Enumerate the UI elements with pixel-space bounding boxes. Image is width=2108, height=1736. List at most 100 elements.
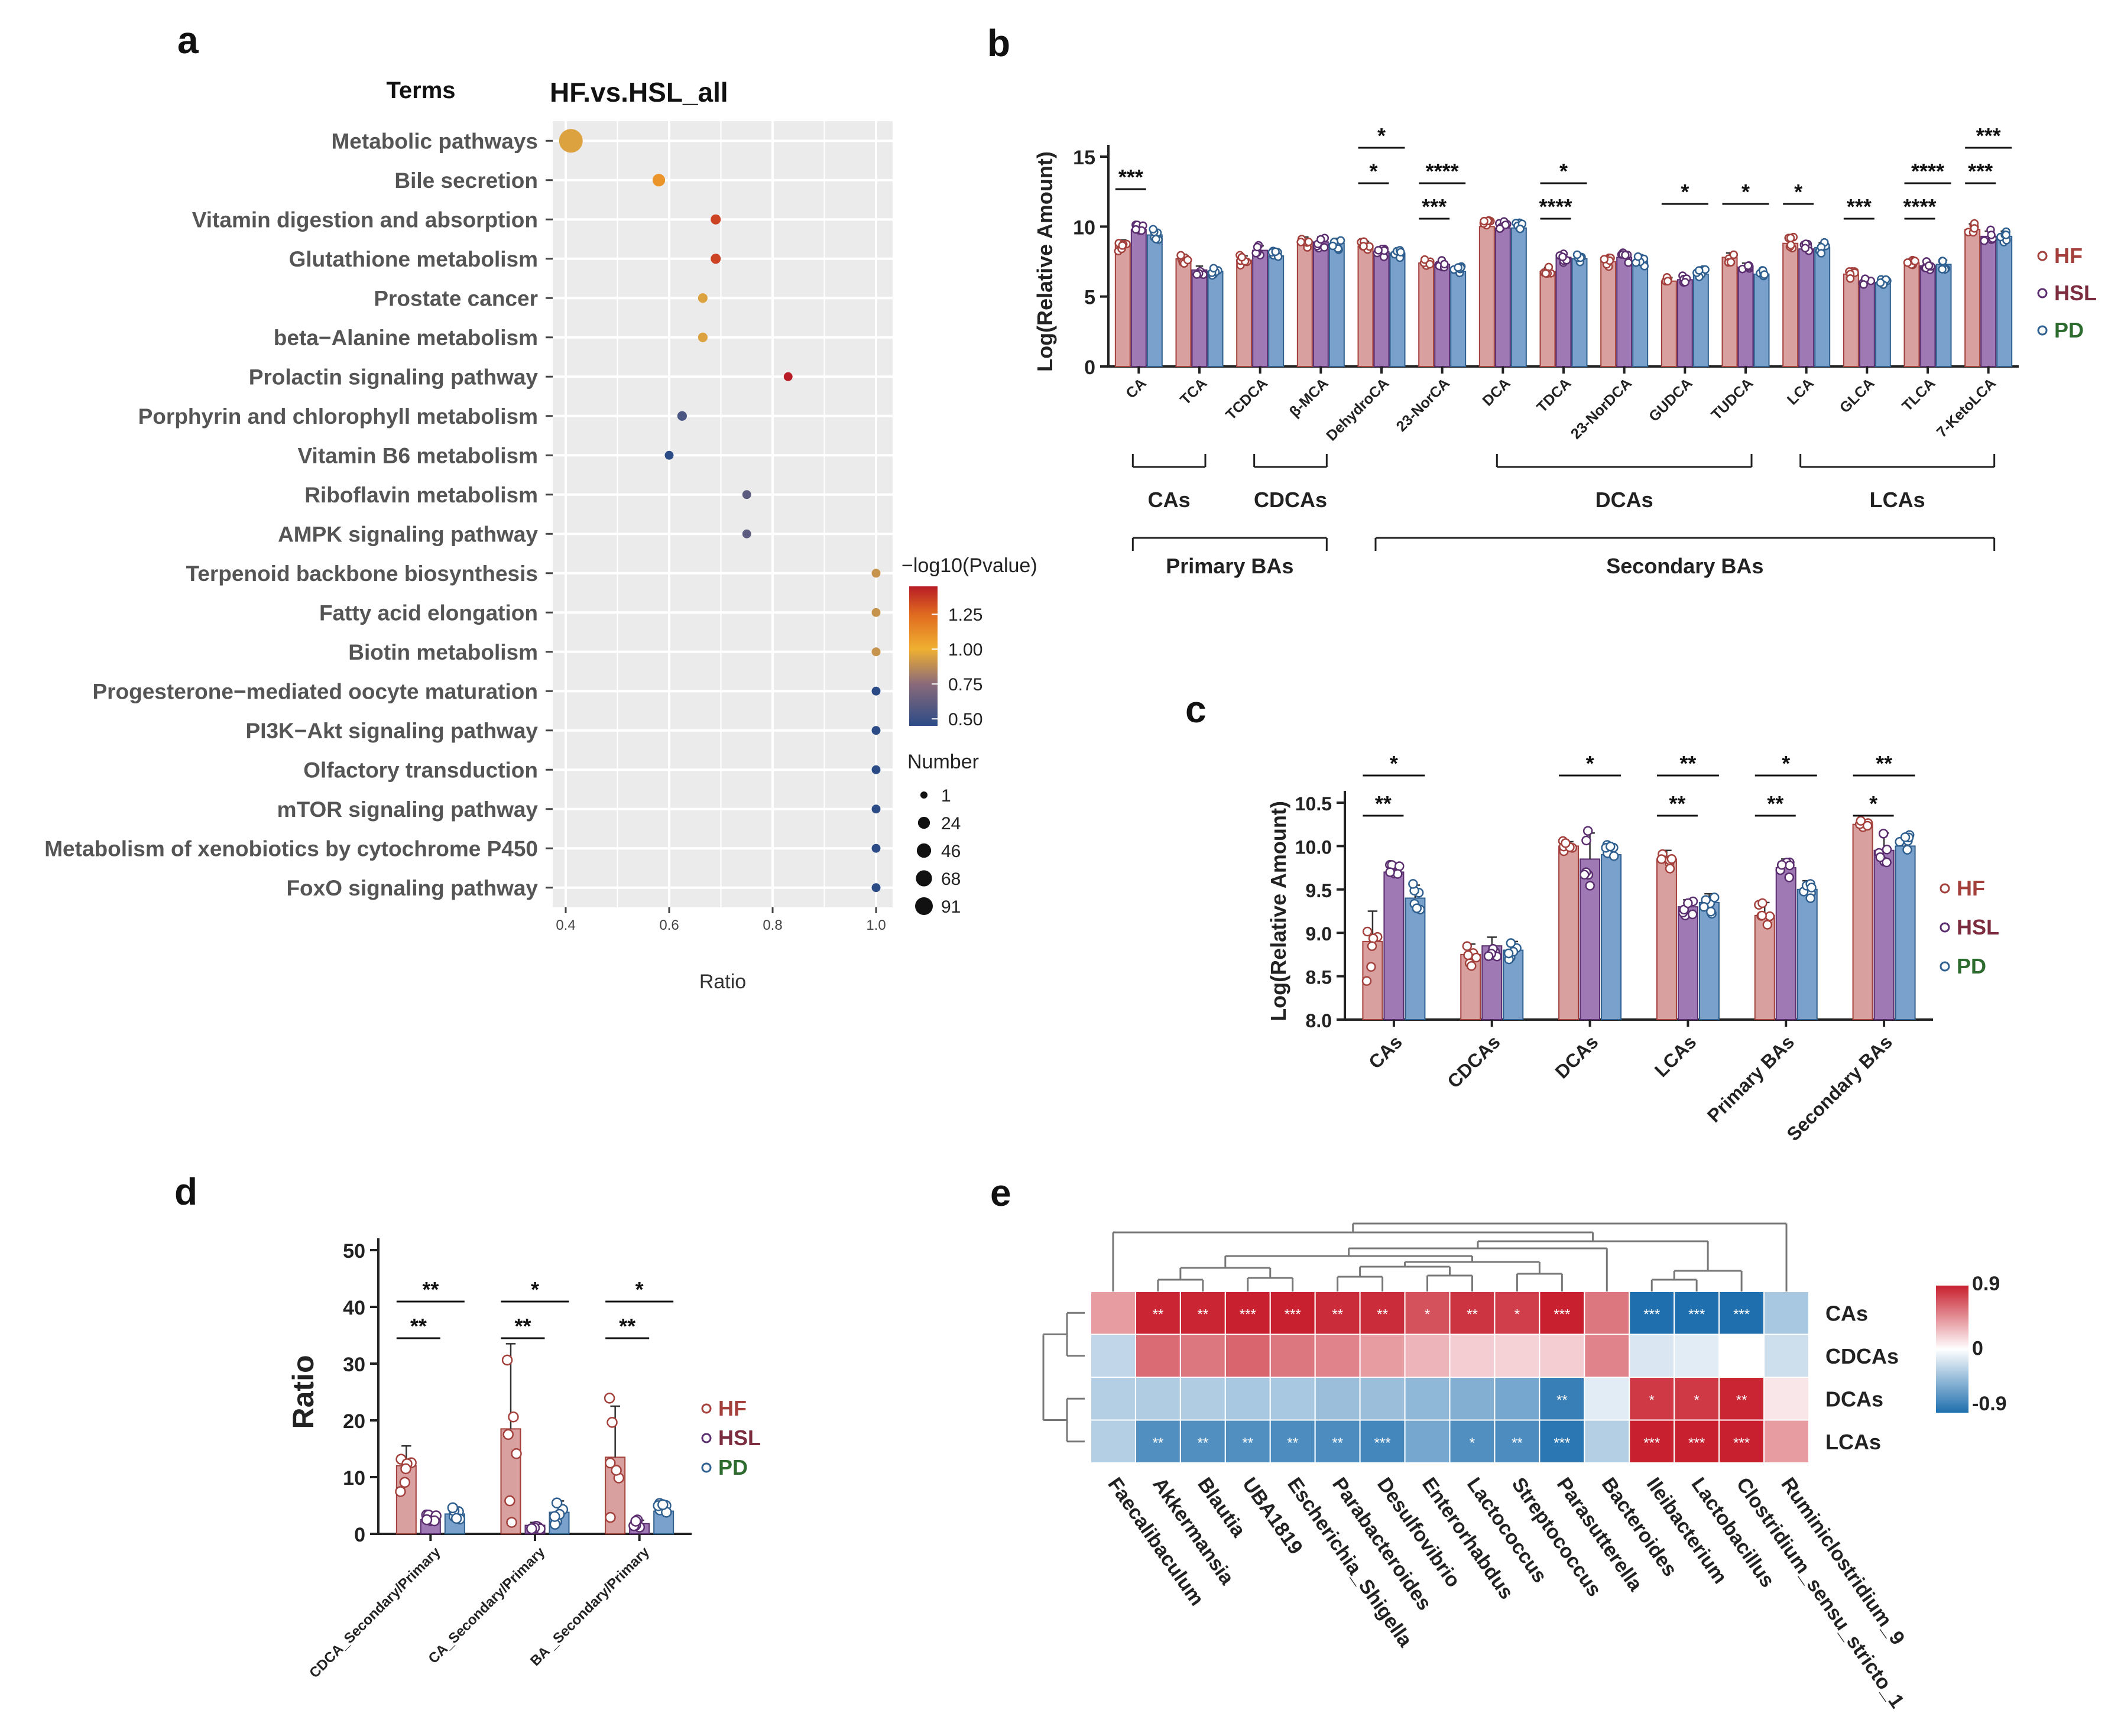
data-dot [1785, 860, 1795, 871]
legend-marker [1940, 883, 1950, 894]
colorbar-tick-label: 1.25 [948, 605, 982, 625]
data-dot [1784, 872, 1794, 882]
cell-significance: *** [1733, 1306, 1750, 1322]
data-dot [1131, 225, 1140, 234]
panel-a: a Terms HF.vs.HSL_all Metabolic pathways Bil… [44, 19, 1037, 993]
cell-significance: *** [1240, 1306, 1256, 1322]
data-dot [1608, 851, 1619, 861]
data-dot [1420, 255, 1429, 264]
bar-hsl [1676, 279, 1693, 367]
data-dot [1385, 867, 1395, 877]
data-dot [1319, 243, 1329, 252]
cell-significance: ** [1556, 1392, 1568, 1408]
heatmap-cell [1629, 1333, 1675, 1378]
category-label: CDCAs [1443, 1031, 1504, 1092]
data-dot [1412, 903, 1422, 913]
colorbar-a [909, 586, 938, 726]
data-dot [1862, 820, 1873, 831]
category-label: LCA [1784, 375, 1817, 408]
heatmap-cell [1269, 1291, 1316, 1335]
legend-marker [1940, 922, 1950, 933]
category-label: TCDCA [1222, 375, 1271, 423]
data-dot [1980, 236, 1989, 245]
legend-marker [1940, 961, 1950, 972]
term-point [871, 804, 881, 814]
group-label: Primary BAs [1166, 554, 1293, 578]
row-label: LCAs [1825, 1430, 1881, 1454]
bar-hf [1296, 241, 1313, 367]
category-label: GUDCA [1646, 375, 1696, 425]
data-dot [1501, 220, 1510, 229]
term-label: Vitamin digestion and absorption [192, 207, 538, 232]
bar-hsl [1494, 227, 1511, 368]
y-tick-label: 0 [1084, 356, 1095, 379]
term-point [652, 174, 666, 187]
bar-hsl [1873, 849, 1895, 1020]
data-dot [1875, 852, 1885, 862]
y-tick-label: 5 [1084, 287, 1095, 309]
legend-marker [701, 1403, 712, 1414]
bar-hf [500, 1428, 521, 1534]
cell-significance: ** [1332, 1435, 1343, 1451]
data-dot [1878, 829, 1889, 839]
category-label: Secondary BAs [1782, 1031, 1896, 1145]
category-label: DehydroCA [1323, 375, 1392, 444]
data-dot [1367, 941, 1377, 951]
category-label: Primary BAs [1703, 1031, 1798, 1126]
significance-label: * [1390, 751, 1398, 775]
cell-significance: ** [1287, 1435, 1298, 1451]
data-dot [1666, 854, 1677, 864]
bar-hf [1721, 257, 1738, 367]
cell-significance: *** [1554, 1435, 1570, 1451]
significance-label: ** [514, 1314, 531, 1338]
term-point [711, 214, 721, 225]
legend-label: HSL [718, 1426, 761, 1450]
panel-d: d 0 10 20 30 40 50 Ratio CDCA_Secondary/PrimaryC… [174, 1170, 761, 1681]
bar-pd [1632, 261, 1649, 367]
data-dot [1462, 941, 1473, 951]
heatmap-cell [1090, 1333, 1136, 1378]
bar-pd [1698, 901, 1720, 1020]
data-dot [1440, 259, 1449, 269]
data-dot [1176, 251, 1185, 260]
data-dot [1776, 859, 1787, 870]
data-dot [605, 1511, 616, 1523]
data-dot [1454, 263, 1462, 272]
data-dot [1394, 861, 1405, 871]
significance-label: * [1741, 180, 1750, 204]
cell-significance: * [1649, 1392, 1655, 1408]
colorbar-tick-label: 0.50 [948, 710, 982, 729]
category-label: LCAs [1650, 1031, 1701, 1081]
legend-marker [701, 1462, 712, 1473]
data-dot [1900, 832, 1911, 842]
colorbar-title-a: −log10(Pvalue) [901, 554, 1037, 577]
data-dot [1192, 270, 1201, 279]
heatmap-cell [1584, 1291, 1630, 1335]
significance-label: * [1869, 791, 1877, 816]
colorbar-tick-label: 1.00 [948, 640, 982, 660]
term-point [559, 129, 583, 153]
data-dot [1296, 238, 1305, 246]
cell-significance: ** [1512, 1435, 1523, 1451]
cell-significance: ** [1198, 1435, 1209, 1451]
bar-hsl [1737, 266, 1754, 368]
bar-hf [1782, 242, 1799, 367]
data-dot [1152, 235, 1160, 244]
y-tick-label: 10 [1073, 216, 1095, 239]
x-tick-label: 0.4 [556, 917, 575, 933]
heatmap-cell [1629, 1419, 1675, 1464]
cell-significance: *** [1374, 1435, 1391, 1451]
significance-label: ** [1876, 751, 1892, 775]
heatmap-cell [1090, 1291, 1136, 1335]
size-legend-label: 91 [941, 897, 961, 917]
y-tick-label: 8.0 [1306, 1010, 1332, 1031]
bar-hsl [1434, 264, 1451, 367]
data-dot [2002, 231, 2010, 239]
data-dot [1368, 933, 1379, 943]
heatmap-cell [1674, 1377, 1720, 1421]
y-tick-label: 10.5 [1295, 793, 1332, 815]
data-dot [1876, 278, 1885, 287]
data-dot [1558, 252, 1567, 261]
cell-significance: *** [1688, 1306, 1705, 1322]
bar-pd [1935, 264, 1952, 367]
